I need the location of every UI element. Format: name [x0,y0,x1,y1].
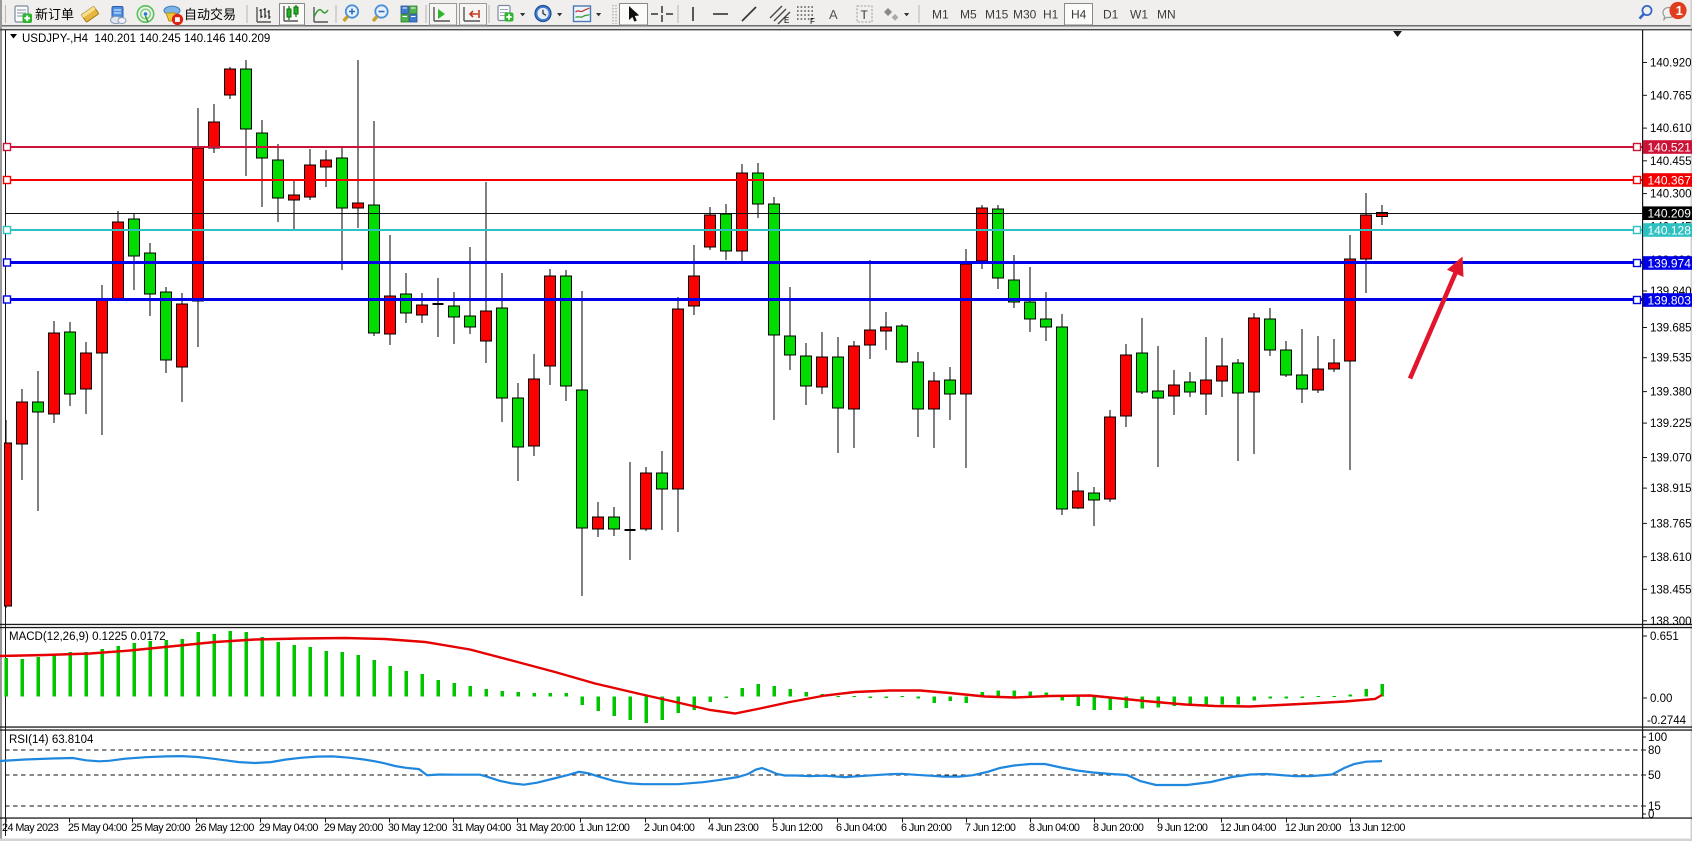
svg-text:12 Jun 20:00: 12 Jun 20:00 [1285,822,1341,834]
svg-text:自动交易: 自动交易 [184,7,236,22]
svg-text:139.380: 139.380 [1650,387,1692,399]
svg-text:-0.2744: -0.2744 [1647,715,1687,727]
svg-text:E: E [784,16,789,25]
svg-text:9 Jun 12:00: 9 Jun 12:00 [1157,822,1208,834]
svg-text:H1: H1 [1043,8,1059,22]
svg-text:M30: M30 [1013,8,1037,22]
svg-text:A: A [829,7,838,22]
svg-text:12 Jun 04:00: 12 Jun 04:00 [1220,822,1276,834]
svg-text:140.610: 140.610 [1650,123,1692,135]
svg-text:31 May 20:00: 31 May 20:00 [516,822,575,834]
svg-text:8 Jun 20:00: 8 Jun 20:00 [1093,822,1144,834]
svg-text:139.225: 139.225 [1650,418,1692,430]
svg-text:4 Jun 23:00: 4 Jun 23:00 [708,822,759,834]
svg-text:138.915: 138.915 [1650,483,1692,495]
svg-text:31 May 04:00: 31 May 04:00 [452,822,511,834]
svg-text:0.00: 0.00 [1650,693,1672,705]
svg-text:140.920: 140.920 [1650,58,1692,70]
svg-text:26 May 12:00: 26 May 12:00 [195,822,254,834]
svg-text:USDJPY-,H4 140.201 140.245 14: USDJPY-,H4 140.201 140.245 140.146 140.2… [22,33,270,45]
svg-text:140.521: 140.521 [1648,140,1692,154]
svg-text:29 May 20:00: 29 May 20:00 [324,822,383,834]
svg-text:8 Jun 04:00: 8 Jun 04:00 [1029,822,1080,834]
svg-text:W1: W1 [1130,8,1148,22]
svg-text:F: F [810,17,815,26]
svg-text:MN: MN [1157,8,1176,22]
svg-text:D1: D1 [1103,8,1119,22]
svg-text:7 Jun 12:00: 7 Jun 12:00 [965,822,1016,834]
svg-text:100: 100 [1648,732,1667,744]
svg-text:140.367: 140.367 [1648,173,1692,187]
svg-text:138.300: 138.300 [1650,616,1692,628]
svg-text:13 Jun 12:00: 13 Jun 12:00 [1349,822,1405,834]
svg-text:140.209: 140.209 [1648,207,1692,221]
svg-text:138.455: 138.455 [1650,584,1692,596]
svg-text:5 Jun 12:00: 5 Jun 12:00 [772,822,823,834]
svg-text:139.535: 139.535 [1650,353,1692,365]
svg-text:1: 1 [1676,3,1683,18]
svg-text:新订单: 新订单 [35,7,74,22]
svg-text:139.070: 139.070 [1650,453,1692,465]
svg-text:6 Jun 04:00: 6 Jun 04:00 [836,822,887,834]
svg-text:T: T [861,8,869,22]
svg-text:M1: M1 [932,8,949,22]
svg-text:0.651: 0.651 [1650,631,1679,643]
svg-text:30 May 12:00: 30 May 12:00 [388,822,447,834]
svg-text:140.765: 140.765 [1650,90,1692,102]
svg-text:MACD(12,26,9) 0.1225 0.0172: MACD(12,26,9) 0.1225 0.0172 [9,631,166,643]
svg-text:140.300: 140.300 [1650,189,1692,201]
svg-text:0: 0 [1648,809,1654,821]
svg-text:50: 50 [1648,770,1661,782]
svg-text:H4: H4 [1071,8,1087,22]
svg-text:80: 80 [1648,745,1661,757]
svg-text:M5: M5 [960,8,977,22]
svg-text:1 Jun 12:00: 1 Jun 12:00 [579,822,630,834]
svg-text:139.685: 139.685 [1650,323,1692,335]
svg-text:25 May 04:00: 25 May 04:00 [68,822,127,834]
svg-text:139.803: 139.803 [1648,293,1692,307]
svg-text:138.610: 138.610 [1650,552,1692,564]
svg-text:2 Jun 04:00: 2 Jun 04:00 [644,822,695,834]
svg-text:138.765: 138.765 [1650,518,1692,530]
svg-text:140.128: 140.128 [1648,223,1692,237]
svg-text:140.455: 140.455 [1650,156,1692,168]
svg-text:M15: M15 [985,8,1009,22]
svg-text:29 May 04:00: 29 May 04:00 [259,822,318,834]
svg-text:RSI(14) 63.8104: RSI(14) 63.8104 [9,734,94,746]
svg-text:6 Jun 20:00: 6 Jun 20:00 [901,822,952,834]
svg-text:24 May 2023: 24 May 2023 [2,822,59,834]
svg-text:139.974: 139.974 [1648,256,1692,270]
svg-text:25 May 20:00: 25 May 20:00 [131,822,190,834]
